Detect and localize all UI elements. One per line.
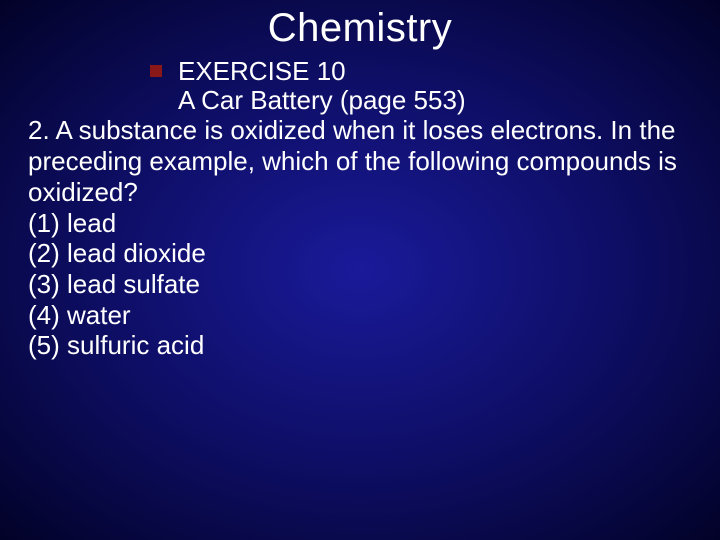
bullet-icon — [150, 65, 162, 77]
slide: Chemistry EXERCISE 10 A Car Battery (pag… — [0, 0, 720, 540]
option-1: (1) lead — [0, 208, 720, 239]
exercise-label: EXERCISE 10 — [178, 57, 346, 86]
subtitle: A Car Battery (page 553) — [0, 86, 720, 116]
option-3: (3) lead sulfate — [0, 269, 720, 300]
question-text: 2. A substance is oxidized when it loses… — [0, 115, 720, 207]
slide-title: Chemistry — [0, 0, 720, 51]
option-2: (2) lead dioxide — [0, 238, 720, 269]
option-4: (4) water — [0, 300, 720, 331]
option-5: (5) sulfuric acid — [0, 330, 720, 361]
exercise-row: EXERCISE 10 — [0, 57, 720, 86]
